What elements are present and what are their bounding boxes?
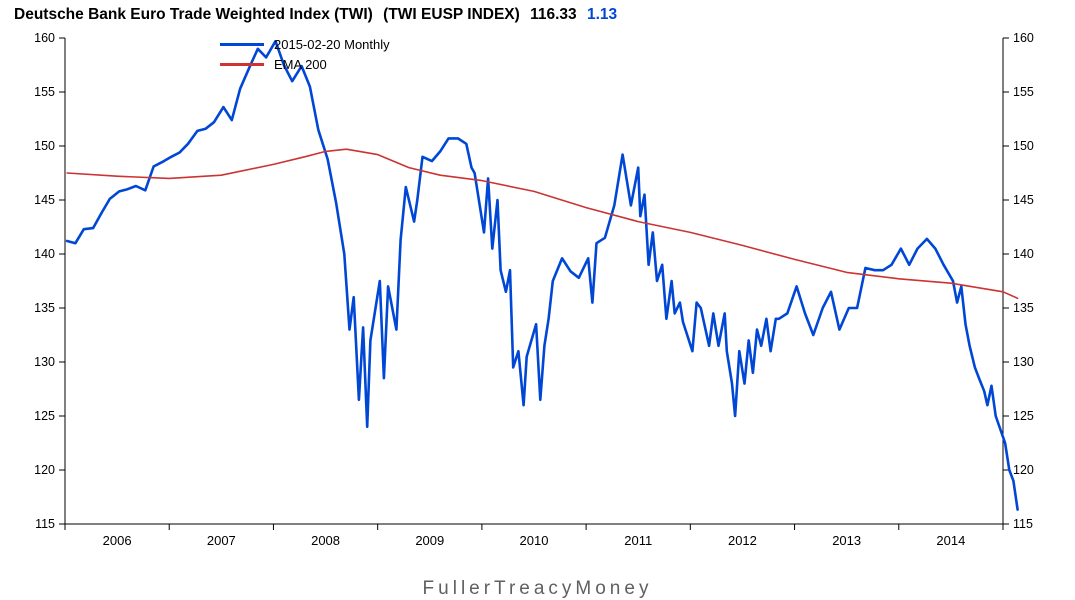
chart-last-value: 116.33 xyxy=(530,6,577,23)
footer-brand: FullerTreacyMoney xyxy=(0,578,1075,600)
y-left-tick-label: 155 xyxy=(34,85,55,99)
chart-change: 1.13 xyxy=(587,6,617,23)
y-left-tick-label: 150 xyxy=(34,139,55,153)
y-left-tick-label: 130 xyxy=(34,355,55,369)
legend-swatch xyxy=(220,63,264,66)
y-left-tick-label: 145 xyxy=(34,193,55,207)
y-left-tick-label: 160 xyxy=(34,31,55,45)
y-right-tick-label: 160 xyxy=(1013,31,1034,45)
legend-label: 2015-02-20 Monthly xyxy=(274,37,390,52)
x-tick-label: 2013 xyxy=(832,533,861,548)
x-tick-label: 2012 xyxy=(728,533,757,548)
y-left-tick-label: 120 xyxy=(34,463,55,477)
y-right-tick-label: 135 xyxy=(1013,301,1034,315)
y-left-tick-label: 135 xyxy=(34,301,55,315)
x-tick-label: 2014 xyxy=(936,533,965,548)
y-left-tick-label: 115 xyxy=(35,517,55,531)
y-right-tick-label: 120 xyxy=(1013,463,1034,477)
legend-label: EMA 200 xyxy=(274,57,327,72)
y-right-tick-label: 155 xyxy=(1013,85,1034,99)
legend-swatch xyxy=(220,43,264,46)
y-right-tick-label: 150 xyxy=(1013,139,1034,153)
x-tick-label: 2011 xyxy=(624,533,652,548)
y-right-tick-label: 130 xyxy=(1013,355,1034,369)
y-left-tick-label: 140 xyxy=(34,247,55,261)
y-left-tick-label: 125 xyxy=(34,409,55,423)
chart-header: Deutsche Bank Euro Trade Weighted Index … xyxy=(14,6,617,24)
chart-svg: 115 115 120 120 125 125 130 130 135 135 140 140 145 1… xyxy=(0,30,1075,586)
x-tick-label: 2010 xyxy=(520,533,549,548)
footer-text: FullerTreacyMoney xyxy=(423,578,653,599)
x-tick-label: 2006 xyxy=(103,533,132,548)
y-right-tick-label: 125 xyxy=(1013,409,1034,423)
y-right-tick-label: 115 xyxy=(1013,517,1033,531)
chart-area: 115 115 120 120 125 125 130 130 135 135 140 140 145 1… xyxy=(0,30,1075,586)
x-tick-label: 2007 xyxy=(207,533,236,548)
x-tick-label: 2008 xyxy=(311,533,340,548)
chart-title: Deutsche Bank Euro Trade Weighted Index … xyxy=(14,6,373,23)
x-tick-label: 2009 xyxy=(415,533,444,548)
chart-ticker: (TWI EUSP INDEX) xyxy=(383,6,520,23)
series-ema-200 xyxy=(67,149,1018,298)
y-right-tick-label: 140 xyxy=(1013,247,1034,261)
y-right-tick-label: 145 xyxy=(1013,193,1034,207)
